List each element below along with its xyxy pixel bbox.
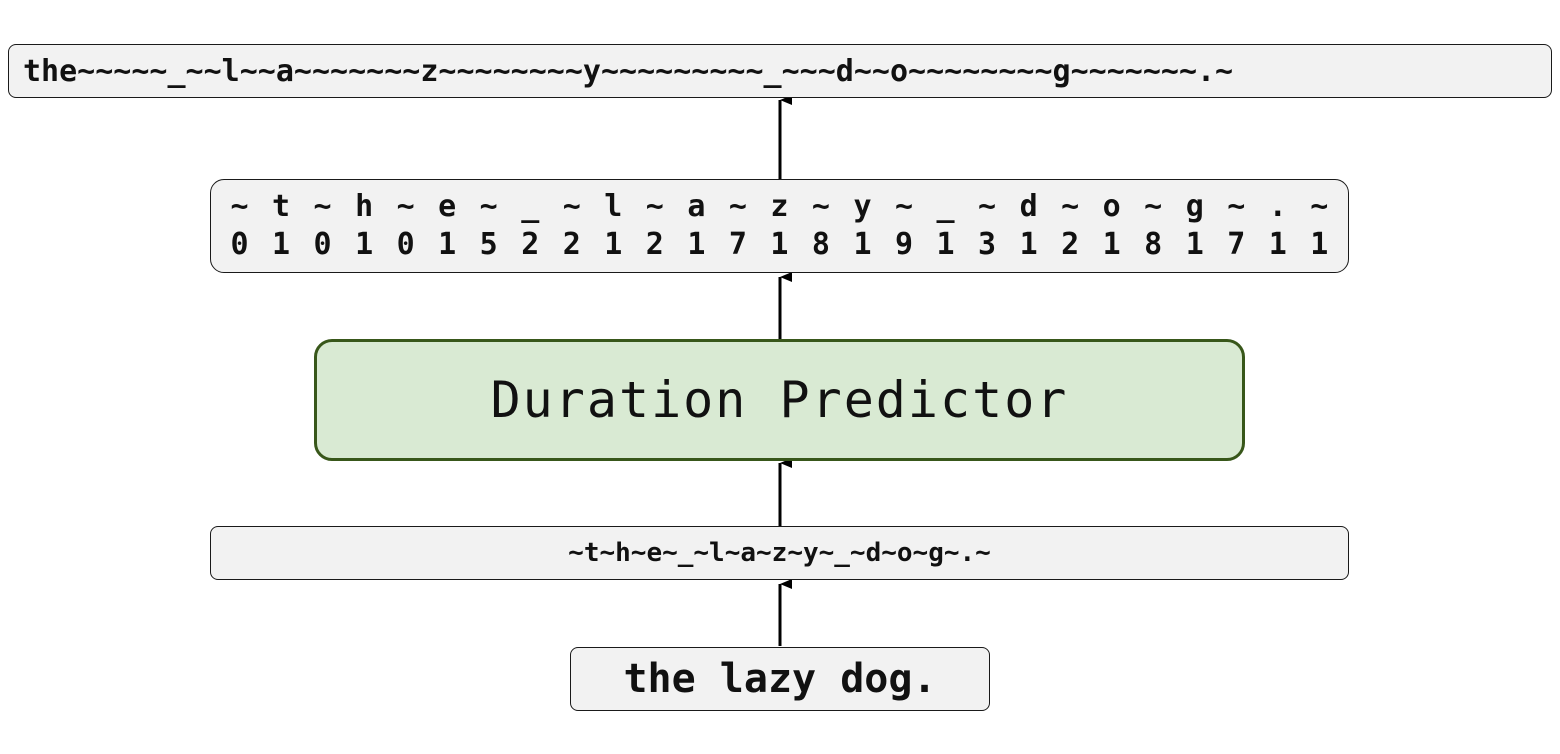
- token-cell: a: [687, 189, 706, 224]
- token-cell: ~: [313, 189, 332, 224]
- duration-cell: 2: [1061, 227, 1080, 262]
- duration-cell: 8: [811, 227, 830, 262]
- token-cell: g: [1185, 189, 1204, 224]
- duration-cell: 0: [396, 227, 415, 262]
- source-text-box: the lazy dog.: [570, 647, 990, 711]
- token-cell: ~: [978, 189, 997, 224]
- duration-cell: 9: [894, 227, 914, 262]
- duration-cell: 0: [230, 227, 249, 262]
- token-cell: l: [604, 189, 623, 224]
- duration-cell: 1: [1268, 227, 1287, 262]
- token-cell: d: [1019, 189, 1038, 224]
- source-text: the lazy dog.: [623, 656, 937, 702]
- token-cell: ~: [1310, 189, 1329, 224]
- output-sequence-text: the~~~~~_~~l~~a~~~~~~~z~~~~~~~~y~~~~~~~~…: [23, 53, 1234, 89]
- input-sequence-text: ~t~h~e~_~l~a~z~y~_~d~o~g~.~: [568, 538, 991, 568]
- token-cell: ~: [562, 189, 581, 224]
- duration-cell: 1: [1102, 227, 1121, 262]
- token-cell: ~: [230, 189, 249, 224]
- token-cell: ~: [645, 189, 664, 224]
- duration-cell: 1: [770, 227, 789, 262]
- duration-cell: 1: [1310, 227, 1329, 262]
- duration-cell: 1: [1019, 227, 1038, 262]
- token-cell: _: [521, 189, 540, 224]
- token-cell: h: [355, 189, 374, 224]
- token-cell: ~: [811, 189, 830, 224]
- duration-predictor-label: Duration Predictor: [490, 371, 1069, 429]
- duration-cell: 7: [1227, 227, 1246, 262]
- duration-cell: 1: [853, 227, 872, 262]
- token-cell: e: [438, 189, 457, 224]
- duration-cell: 1: [687, 227, 706, 262]
- duration-cell: 3: [978, 227, 997, 262]
- duration-cell: 1: [272, 227, 291, 262]
- token-cell: ~: [894, 189, 914, 224]
- token-cell: ~: [396, 189, 415, 224]
- token-cell: ~: [479, 189, 498, 224]
- duration-cell: 5: [479, 227, 498, 262]
- duration-cell: 1: [438, 227, 457, 262]
- duration-cell: 1: [1185, 227, 1204, 262]
- input-sequence-box: ~t~h~e~_~l~a~z~y~_~d~o~g~.~: [210, 526, 1349, 580]
- output-sequence-box: the~~~~~_~~l~~a~~~~~~~z~~~~~~~~y~~~~~~~~…: [8, 44, 1552, 98]
- token-cell: ~: [1061, 189, 1080, 224]
- token-cell: o: [1102, 189, 1121, 224]
- token-row: ~ t ~ h ~ e ~ _ ~ l ~ a ~ z ~ y ~ _ ~ d ~ o ~ g ~. ~: [228, 188, 1332, 226]
- duration-cell: 7: [728, 227, 747, 262]
- duration-cell: 2: [645, 227, 664, 262]
- token-cell: z: [770, 189, 789, 224]
- token-cell: .: [1268, 189, 1287, 224]
- token-cell: _: [936, 189, 955, 224]
- duration-cell: 2: [521, 227, 540, 262]
- duration-cell: 2: [562, 227, 581, 262]
- duration-predictor-box: Duration Predictor: [314, 339, 1245, 461]
- duration-cell: 1: [604, 227, 623, 262]
- token-cell: ~: [728, 189, 747, 224]
- token-cell: ~: [1227, 189, 1246, 224]
- duration-cell: 1: [355, 227, 374, 262]
- duration-cell: 8: [1144, 227, 1163, 262]
- token-cell: ~: [1144, 189, 1163, 224]
- token-cell: t: [272, 189, 291, 224]
- duration-cell: 0: [313, 227, 332, 262]
- token-cell: y: [853, 189, 872, 224]
- duration-cell: 1: [936, 227, 955, 262]
